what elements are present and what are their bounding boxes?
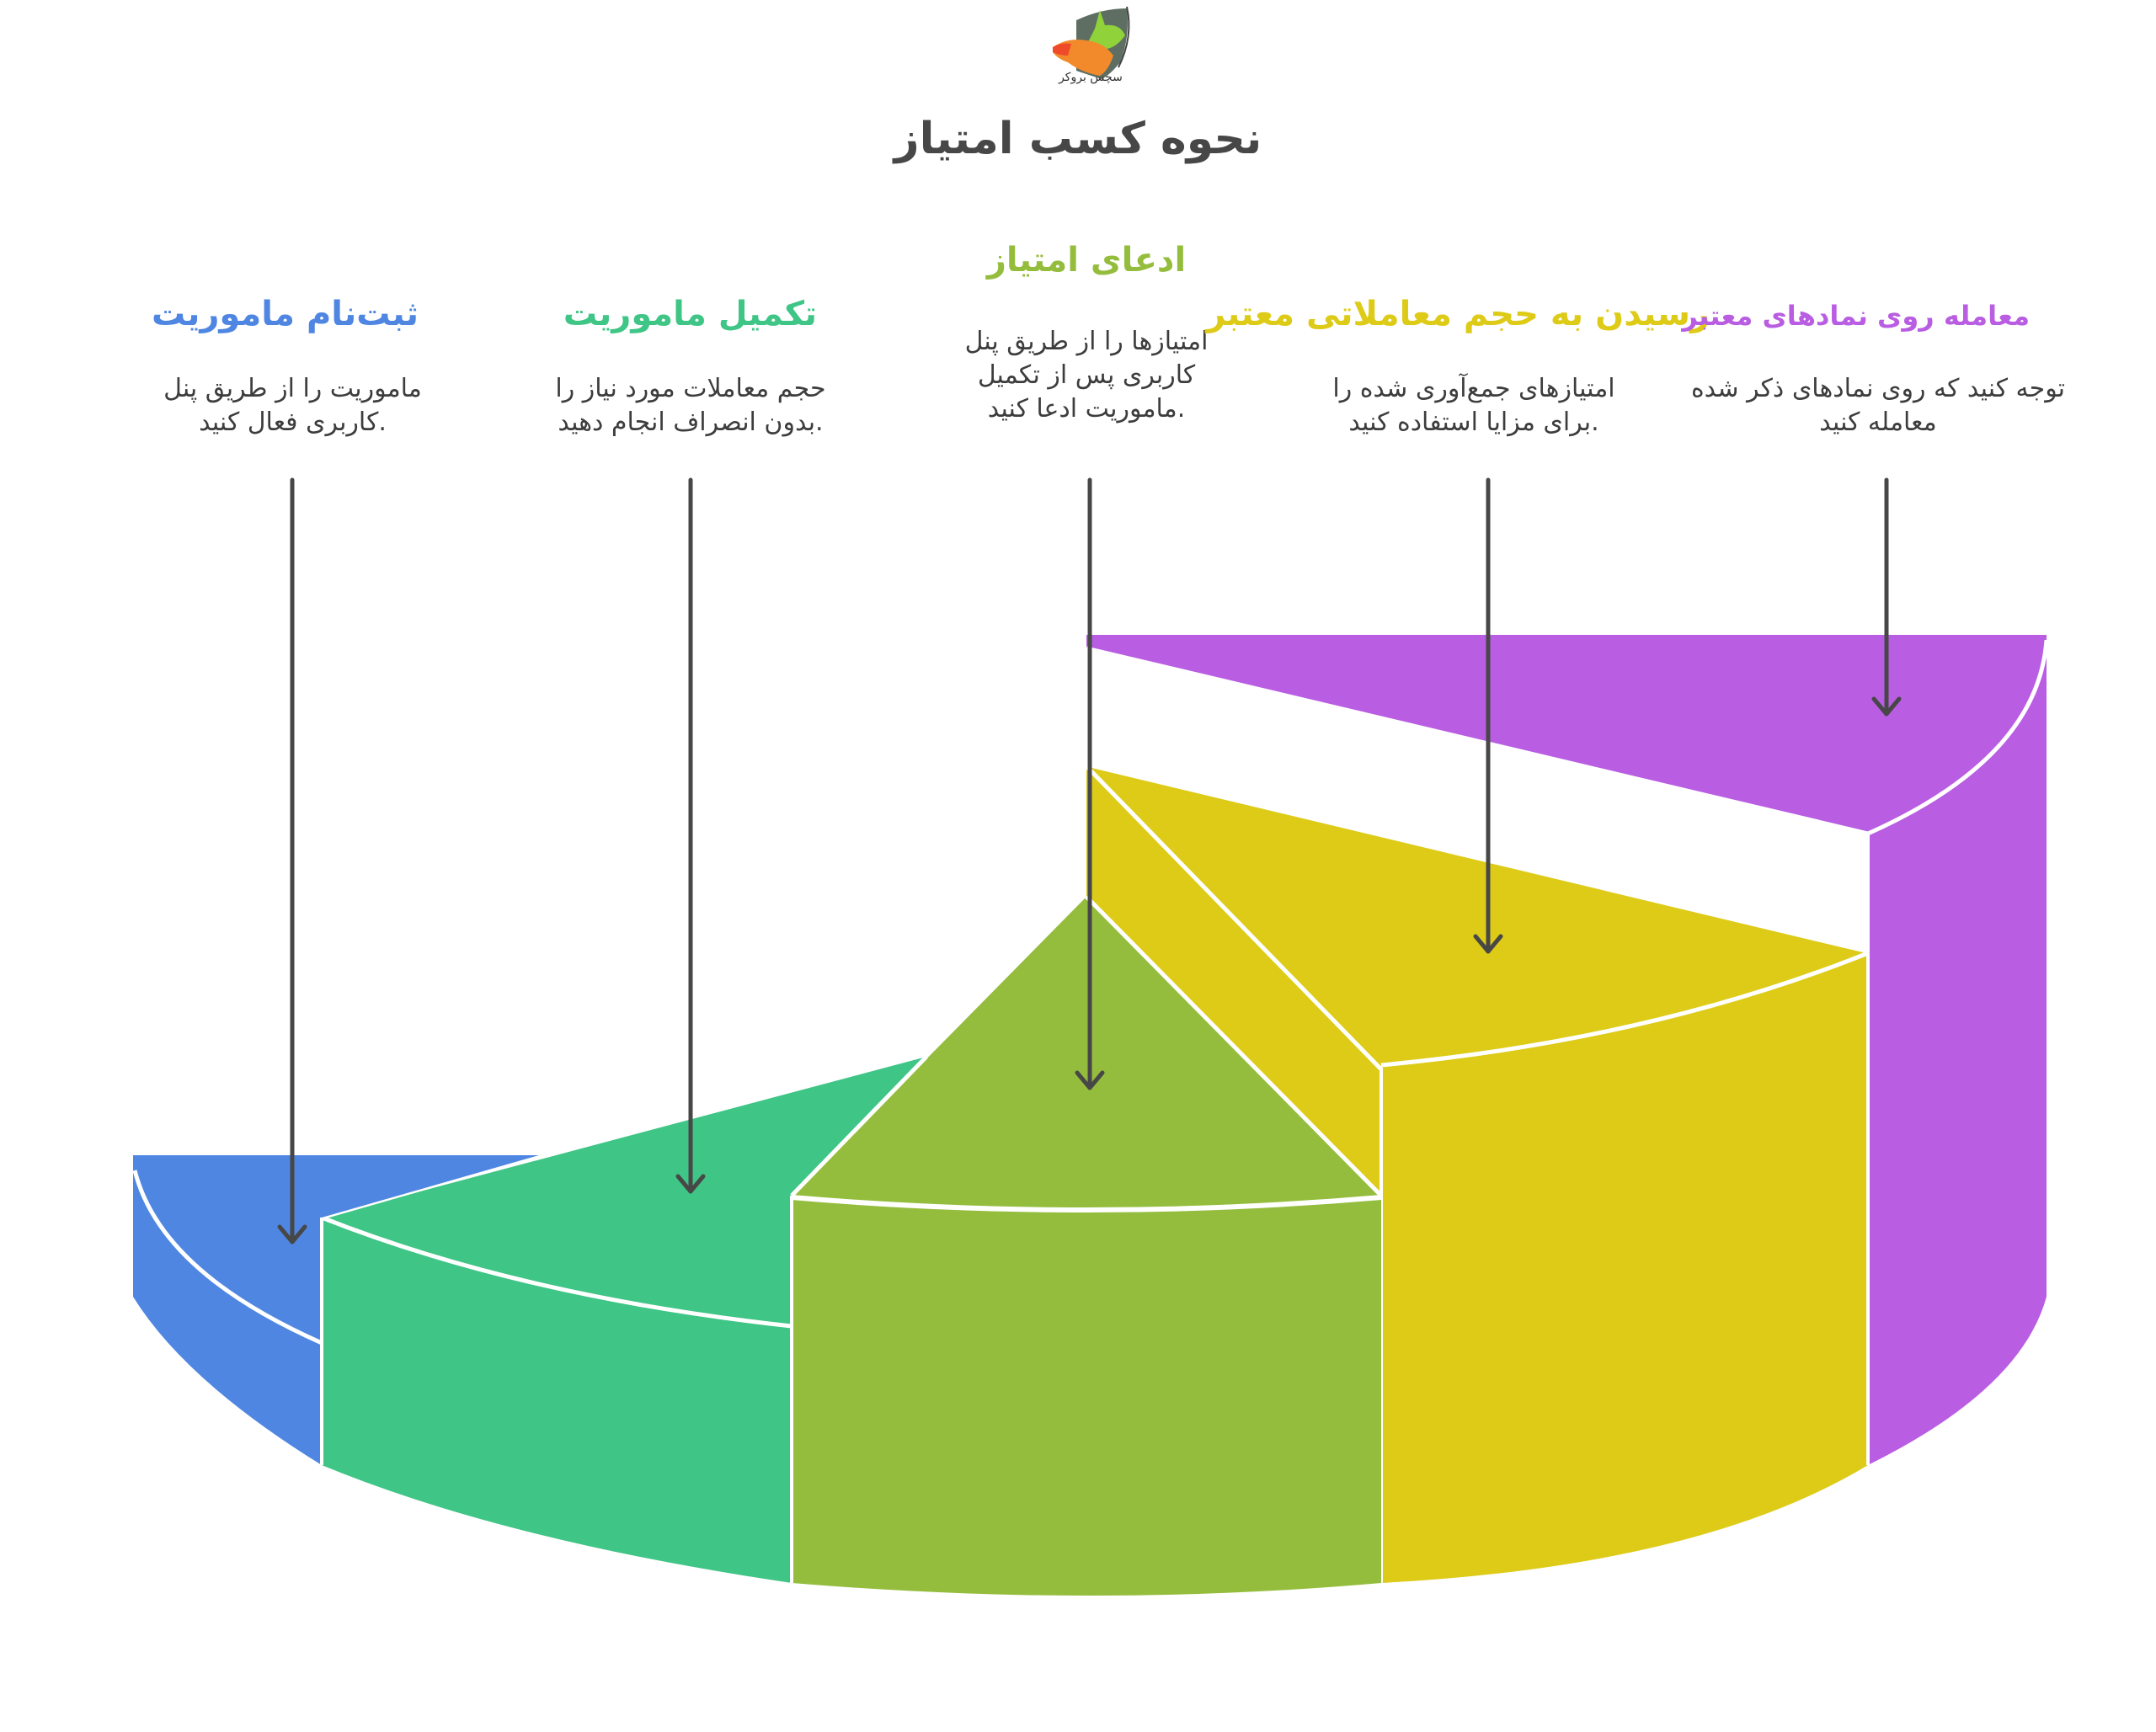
- step-title-reach-volume: رسیدن به حجم معاملاتی معتبر: [1206, 295, 1710, 333]
- arrow-yellow: [1473, 477, 1503, 954]
- arrow-blue: [277, 477, 307, 1244]
- step-title-complete-mission: تکمیل ماموریت: [563, 295, 817, 333]
- step-title-claim-points: ادعای امتیاز: [986, 241, 1187, 280]
- arrow-teal: [675, 477, 706, 1194]
- broker-logo-icon: [1053, 6, 1130, 79]
- step-title-register-mission: ثبت‌نام ماموریت: [152, 295, 419, 333]
- logo-text: سچس بروکر: [1059, 71, 1123, 84]
- step-desc-complete-mission: حجم معاملات مورد نیاز را .بدون انصراف ان…: [555, 374, 826, 437]
- step-desc-reach-volume: امتیازهای جمع‌آوری شده را .برای مزایا اس…: [1332, 374, 1615, 437]
- segment-blue: [133, 1155, 539, 1465]
- step-desc-register-mission: ماموریت را از طریق پنل .کاربری فعال کنید: [163, 374, 422, 437]
- page-title: نحوه کسب امتیاز: [894, 114, 1262, 164]
- step-desc-claim-points: امتیازها را از طریق پنل کاربری پس از تکم…: [964, 327, 1209, 424]
- segment-lime: [792, 897, 1381, 1596]
- step-title-trade-valid-symbols: معامله روی نمادهای معتبر: [1682, 300, 2030, 332]
- arrow-purple: [1871, 477, 1902, 717]
- segment-purple: [1086, 635, 2047, 1465]
- arrow-lime: [1075, 477, 1105, 1090]
- step-desc-trade-valid-symbols: توجه کنید که روی نمادهای ذکر شده معامله …: [1690, 374, 2066, 437]
- segment-teal: [322, 1057, 926, 1583]
